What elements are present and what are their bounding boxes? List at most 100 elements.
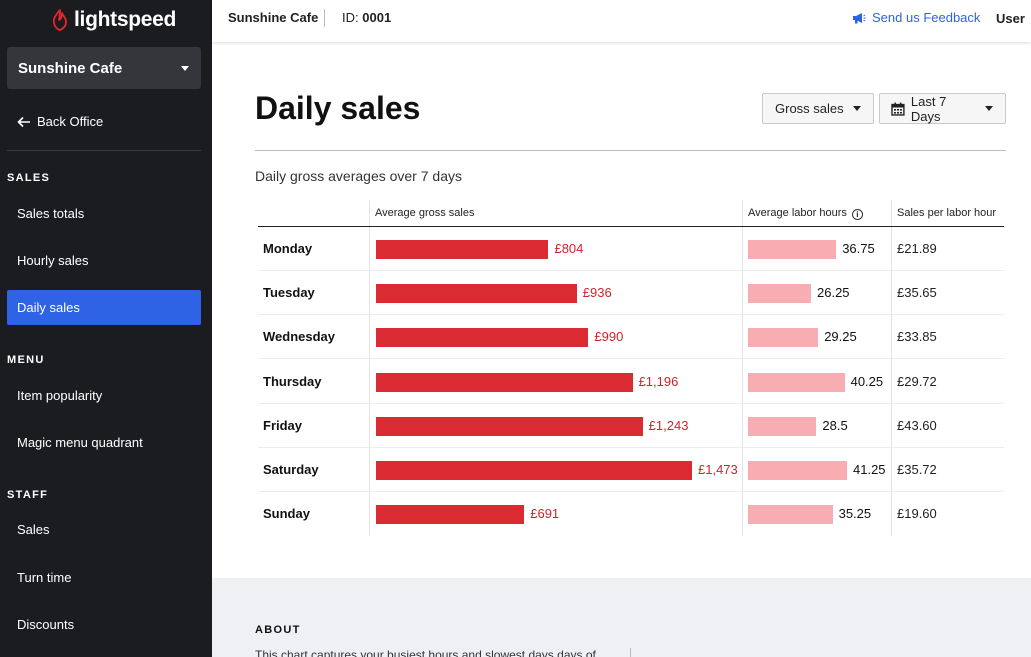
info-icon[interactable]: i [851, 209, 863, 220]
gross-sales-value: £990 [594, 329, 624, 345]
send-feedback-link[interactable]: Send us Feedback [852, 10, 980, 25]
sidebar-item-magic-menu-quadrant[interactable]: Magic menu quadrant [17, 435, 143, 450]
header-avg-labor-hours: Average labor hours i [748, 207, 863, 220]
row-day: Tuesday [263, 285, 315, 301]
sales-per-labor-hour-value: £43.60 [897, 417, 937, 433]
main-content: Daily sales Gross sales Last 7 Days Dail… [212, 42, 1031, 578]
caret-down-icon [181, 65, 189, 71]
row-day: Wednesday [263, 329, 336, 345]
table-row: Wednesday £990 29.25 £33.85 [258, 315, 1004, 360]
table-row: Monday £804 36.75 £21.89 [258, 227, 1004, 271]
labor-hours-value: 35.25 [838, 506, 872, 522]
sales-per-labor-hour-value: £33.85 [897, 329, 937, 345]
sidebar: lightspeed Sunshine Cafe Back Office SAL… [0, 0, 212, 657]
table-row: Friday £1,243 28.5 £43.60 [258, 404, 1004, 448]
sales-per-labor-hour-value: £29.72 [897, 373, 937, 389]
sidebar-item-sales-totals[interactable]: Sales totals [17, 206, 85, 221]
section-label-staff: STAFF [7, 489, 49, 501]
lightspeed-logo[interactable]: lightspeed [52, 6, 176, 34]
gross-sales-bar[interactable] [376, 284, 577, 304]
labor-hours-value: 40.25 [850, 373, 884, 389]
gross-sales-value: £1,473 [698, 462, 738, 477]
store-selector[interactable]: Sunshine Cafe [7, 47, 201, 89]
table-row: Thursday £1,196 40.25 £29.72 [258, 360, 1004, 404]
gross-sales-value: £1,196 [638, 373, 679, 389]
sidebar-item-staff-sales[interactable]: Sales [17, 522, 50, 537]
labor-hours-bar[interactable] [748, 240, 837, 259]
sales-per-labor-hour-value: £19.60 [897, 506, 937, 522]
sales-per-labor-hour-value: £21.89 [897, 241, 937, 256]
megaphone-icon [853, 12, 866, 23]
back-office-link[interactable]: Back Office [17, 114, 103, 129]
labor-hours-bar[interactable] [748, 461, 847, 480]
section-label-sales: SALES [7, 172, 51, 184]
labor-hours-bar[interactable] [748, 284, 811, 304]
column-divider [369, 200, 370, 536]
about-title: ABOUT [255, 624, 301, 636]
date-range-label: Last 7 Days [910, 93, 947, 124]
row-day: Thursday [263, 373, 322, 389]
labor-hours-bar[interactable] [748, 505, 833, 525]
sidebar-divider [7, 150, 201, 151]
caret-down-icon [852, 106, 861, 111]
brand-name: lightspeed [74, 8, 177, 31]
top-bar: Sunshine Cafe ID: 0001 Send us Feedback … [212, 0, 1031, 42]
labor-hours-value: 28.5 [822, 417, 848, 433]
date-range-dropdown[interactable]: Last 7 Days [879, 93, 1006, 124]
labor-hours-value: 26.25 [817, 285, 850, 301]
send-feedback-label: Send us Feedback [872, 10, 981, 25]
sidebar-item-item-popularity[interactable]: Item popularity [17, 388, 103, 403]
gross-sales-value: £691 [530, 506, 560, 522]
gross-sales-bar[interactable] [376, 505, 525, 525]
header-sales-per-labor-hour: Sales per labor hour [897, 207, 997, 219]
about-separator [630, 648, 631, 657]
sidebar-item-discounts[interactable]: Discounts [17, 617, 75, 632]
row-day: Sunday [263, 506, 310, 522]
gross-sales-value: £936 [582, 285, 612, 301]
chart-subtitle: Daily gross averages over 7 days [255, 168, 462, 184]
store-id: ID: 0001 [342, 10, 391, 25]
sales-per-labor-hour-value: £35.72 [897, 462, 937, 477]
metric-dropdown[interactable]: Gross sales [762, 93, 874, 124]
flame-icon [52, 9, 67, 31]
user-menu[interactable]: User [996, 11, 1025, 26]
labor-hours-value: 41.25 [853, 462, 886, 477]
sidebar-item-daily-sales[interactable]: Daily sales [7, 290, 201, 325]
gross-sales-bar[interactable] [376, 328, 589, 348]
column-divider [742, 200, 743, 536]
labor-hours-bar[interactable] [748, 372, 845, 392]
row-day: Saturday [263, 462, 319, 477]
header-underline [258, 226, 1004, 227]
sidebar-item-hourly-sales[interactable]: Hourly sales [17, 253, 89, 268]
back-office-label: Back Office [37, 114, 104, 129]
row-day: Friday [263, 417, 303, 433]
gross-sales-bar[interactable] [376, 240, 549, 259]
store-selector-label: Sunshine Cafe [18, 59, 123, 77]
section-label-menu: MENU [7, 354, 45, 366]
caret-down-icon [985, 106, 993, 111]
page-title: Daily sales [255, 90, 421, 126]
sidebar-item-turn-time[interactable]: Turn time [17, 570, 72, 585]
gross-sales-bar[interactable] [376, 372, 633, 392]
row-day: Monday [263, 241, 313, 256]
top-separator [324, 9, 325, 27]
labor-hours-value: 36.75 [842, 241, 875, 256]
header-avg-labor-hours-label: Average labor hours [748, 207, 847, 219]
metric-dropdown-label: Gross sales [775, 101, 844, 116]
gross-sales-bar[interactable] [376, 416, 643, 436]
labor-hours-bar[interactable] [748, 416, 817, 436]
table-row: Saturday £1,473 41.25 £35.72 [258, 448, 1004, 492]
column-divider [891, 200, 892, 536]
gross-sales-bar[interactable] [376, 461, 692, 480]
store-id-label: ID: [342, 10, 359, 25]
labor-hours-bar[interactable] [748, 328, 819, 348]
header-avg-gross-sales: Average gross sales [375, 207, 475, 219]
sales-per-labor-hour-value: £35.65 [897, 285, 937, 301]
gross-sales-value: £1,243 [648, 417, 689, 433]
top-store-name: Sunshine Cafe [228, 10, 319, 25]
about-section: ABOUT This chart captures your busiest h… [212, 578, 1031, 657]
labor-hours-value: 29.25 [824, 329, 857, 345]
arrow-left-icon [17, 116, 30, 127]
calendar-icon [891, 102, 905, 116]
table-row: Tuesday £936 26.25 £35.65 [258, 271, 1004, 316]
